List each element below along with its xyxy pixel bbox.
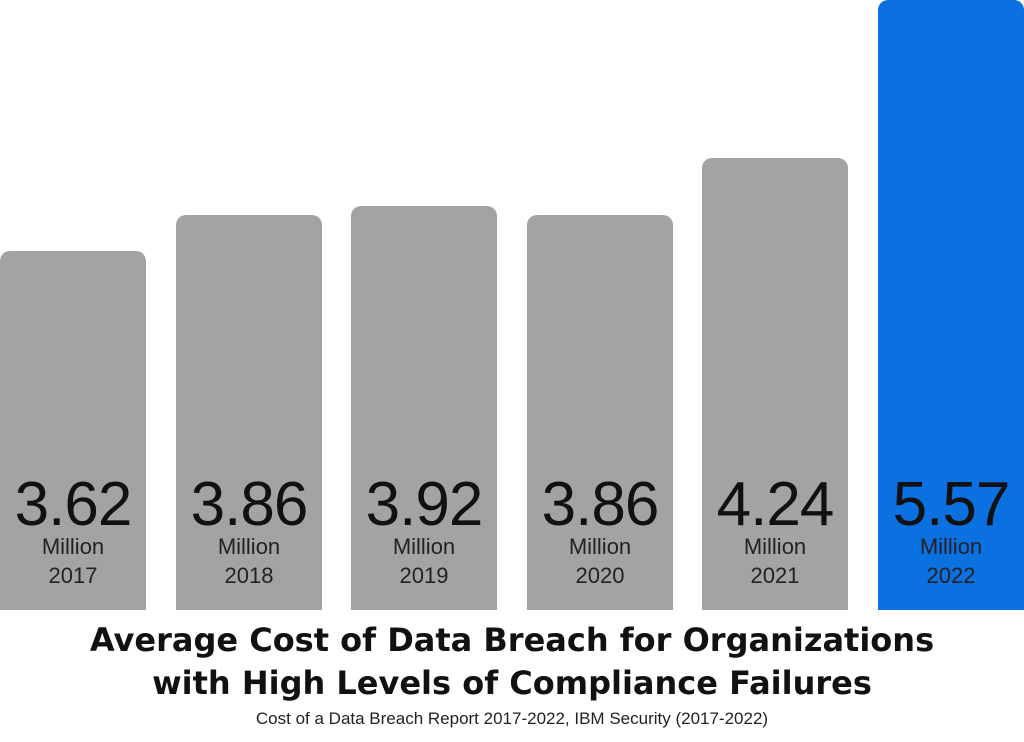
bar-2021 (702, 158, 848, 610)
bar-category-label: 2020 (575, 563, 625, 588)
bar-2017 (0, 251, 146, 610)
bar-label-group-2021: 4.24 Million 2021 (702, 0, 848, 610)
bar-unit-label: Million (392, 534, 456, 559)
bar-value-label: 3.92 (365, 470, 484, 539)
bar-chart: 3.62 Million 2017 3.86 Million 2018 3.92 Millio… (0, 0, 1024, 610)
chart-source-caption: Cost of a Data Breach Report 2017-2022, … (255, 709, 769, 728)
bar-2020 (527, 215, 673, 610)
bar-unit-label: Million (217, 534, 281, 559)
bar-label-group-2017: 3.62 Million 2017 (0, 0, 146, 610)
bar-unit-label: Million (919, 534, 983, 559)
bar-value-label: 5.57 (892, 470, 1011, 539)
bar-unit-label: Million (41, 534, 105, 559)
bar-category-label: 2022 (926, 563, 976, 588)
bar-label-group-2019: 3.92 Million 2019 (351, 0, 497, 610)
bar-label-group-2020: 3.86 Million 2020 (527, 0, 673, 610)
bar-unit-label: Million (568, 534, 632, 559)
bar-2022 (878, 0, 1024, 610)
chart-title-line-1: Average Cost of Data Breach for Organiza… (89, 621, 935, 659)
bar-label-group-2022: 5.57 Million 2022 (878, 0, 1024, 610)
chart-title: Average Cost of Data Breach for Organiza… (0, 619, 1024, 705)
chart-title-line-2: with High Levels of Compliance Failures (152, 664, 872, 702)
bar-value-label: 4.24 (716, 470, 835, 539)
bar-value-label: 3.86 (190, 470, 309, 539)
bar-category-label: 2021 (750, 563, 800, 588)
bar-value-label: 3.86 (541, 470, 660, 539)
bar-category-label: 2018 (224, 563, 274, 588)
bar-category-label: 2017 (48, 563, 98, 588)
bar-unit-label: Million (743, 534, 807, 559)
bar-category-label: 2019 (399, 563, 449, 588)
bar-label-group-2018: 3.86 Million 2018 (176, 0, 322, 610)
bar-value-label: 3.62 (14, 470, 133, 539)
bar-2018 (176, 215, 322, 610)
bar-2019 (351, 206, 497, 610)
